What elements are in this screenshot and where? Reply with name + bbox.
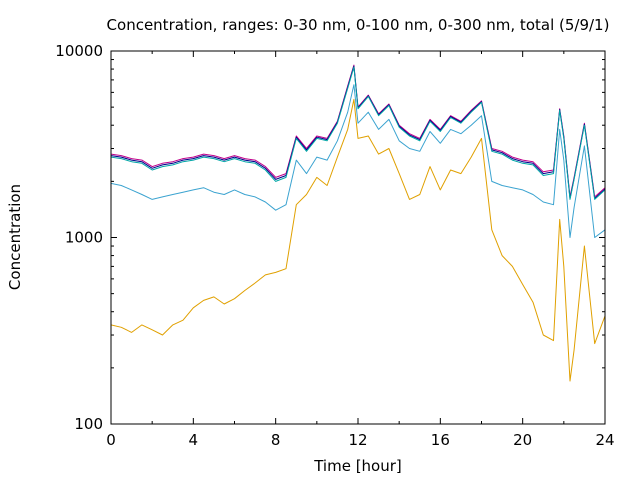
chart-title: Concentration, ranges: 0-30 nm, 0-100 nm… bbox=[107, 16, 610, 34]
x-tick-label: 16 bbox=[431, 431, 450, 449]
y-axis: 100 1000 10000 bbox=[55, 42, 605, 433]
y-axis-label: Concentration bbox=[6, 184, 24, 290]
series-line-2 bbox=[110, 65, 606, 199]
x-axis-label: Time [hour] bbox=[313, 457, 402, 475]
series-line-3 bbox=[110, 66, 606, 200]
series-line-5 bbox=[110, 98, 606, 382]
x-tick-label: 4 bbox=[189, 431, 199, 449]
y-tick-label: 100 bbox=[74, 415, 103, 433]
x-tick-label: 24 bbox=[595, 431, 614, 449]
x-tick-label: 20 bbox=[513, 431, 532, 449]
series-line-1 bbox=[110, 64, 606, 198]
series-line-4 bbox=[110, 84, 606, 238]
y-tick-label: 10000 bbox=[55, 42, 103, 60]
x-tick-label: 12 bbox=[348, 431, 367, 449]
x-tick-label: 8 bbox=[271, 431, 281, 449]
y-tick-label: 1000 bbox=[65, 229, 103, 247]
x-axis: 0 4 8 12 16 20 24 bbox=[106, 51, 615, 449]
x-tick-label: 0 bbox=[106, 431, 116, 449]
series-layer bbox=[110, 64, 606, 382]
